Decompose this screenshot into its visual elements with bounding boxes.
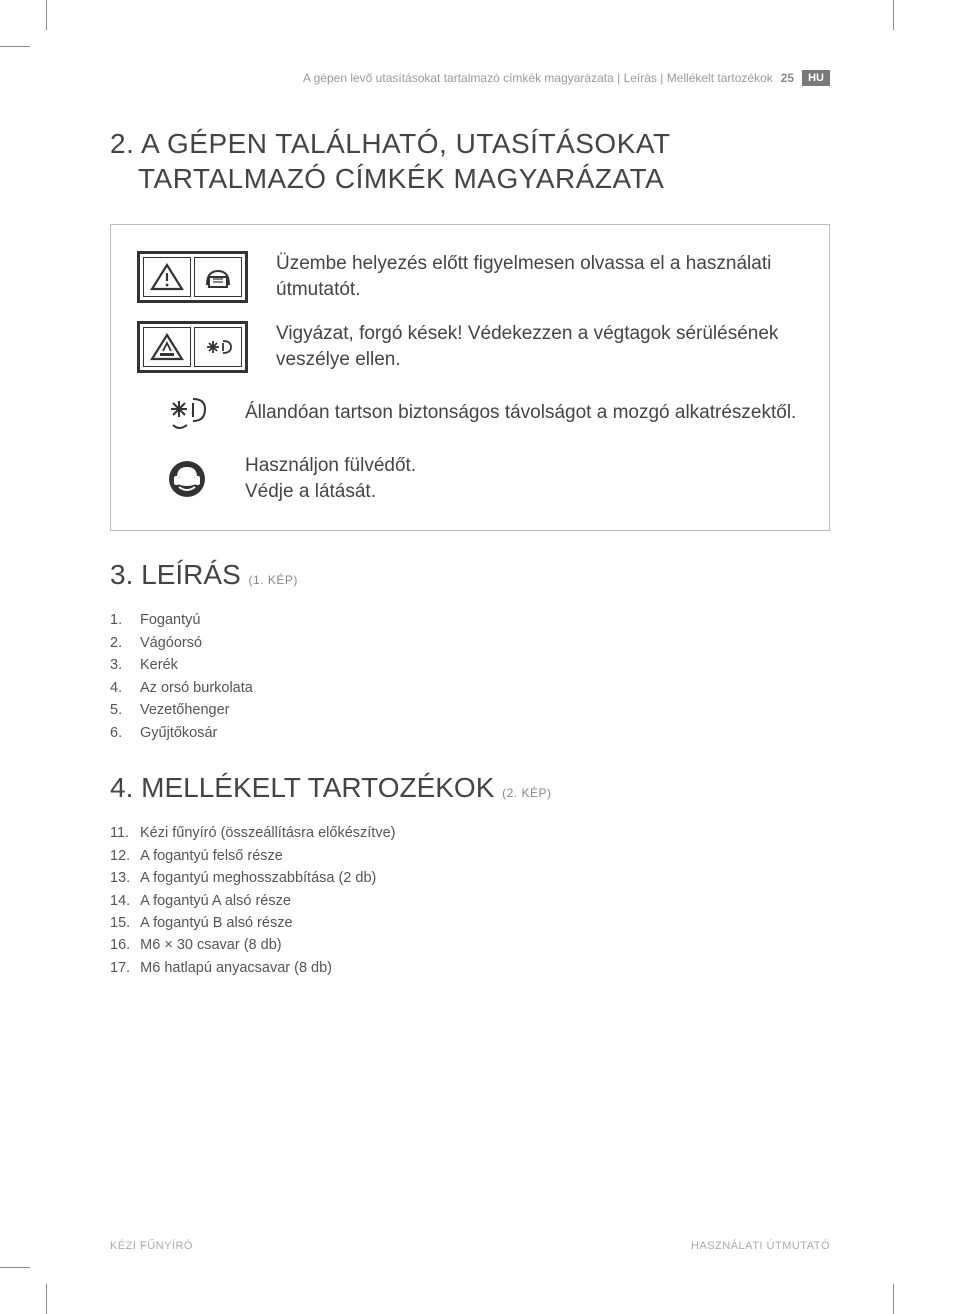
breadcrumb: A gépen levő utasításokat tartalmazó cím… xyxy=(303,71,773,85)
label-text: Vigyázat, forgó kések! Védekezzen a végt… xyxy=(276,321,803,372)
label-row: Állandóan tartson biztonságos távolságot… xyxy=(137,391,803,435)
list-item: 1.Fogantyú xyxy=(110,609,830,631)
label-text: Használjon fülvédőt. Védje a látását. xyxy=(245,453,803,504)
blades-distance-icon xyxy=(157,391,217,435)
page-number: 25 xyxy=(781,71,794,85)
warning-manual-icon xyxy=(137,251,248,303)
page-content: A gépen levő utasításokat tartalmazó cím… xyxy=(50,50,890,1264)
section-4-title: 4. MELLÉKELT TARTOZÉKOK (2. KÉP) xyxy=(110,772,830,804)
list-item: 11.Kézi fűnyíró (összeállításra előkészí… xyxy=(110,822,830,844)
list-item: 5.Vezetőhenger xyxy=(110,699,830,721)
ear-eye-protection-icon xyxy=(157,457,217,501)
page-header: A gépen levő utasításokat tartalmazó cím… xyxy=(110,70,830,86)
list-item: 4.Az orsó burkolata xyxy=(110,677,830,699)
list-item: 6.Gyűjtőkosár xyxy=(110,722,830,744)
footer-right: HASZNÁLATI ÚTMUTATÓ xyxy=(691,1240,830,1252)
list-item: 15.A fogantyú B alsó része xyxy=(110,912,830,934)
warning-blades-icon xyxy=(137,321,248,373)
list-item: 2.Vágóorsó xyxy=(110,632,830,654)
label-row: Használjon fülvédőt. Védje a látását. xyxy=(137,453,803,504)
label-text: Állandóan tartson biztonságos távolságot… xyxy=(245,400,803,426)
description-list: 1.Fogantyú2.Vágóorsó3.Kerék4.Az orsó bur… xyxy=(110,609,830,744)
section-2-title: 2. A GÉPEN TALÁLHATÓ, UTASÍTÁSOKAT TARTA… xyxy=(110,126,830,196)
section-3-title: 3. LEÍRÁS (1. KÉP) xyxy=(110,559,830,591)
list-item: 17.M6 hatlapú anyacsavar (8 db) xyxy=(110,957,830,979)
list-item: 3.Kerék xyxy=(110,654,830,676)
list-item: 13.A fogantyú meghosszabbítása (2 db) xyxy=(110,867,830,889)
list-item: 16.M6 × 30 csavar (8 db) xyxy=(110,934,830,956)
label-text: Üzembe helyezés előtt figyelmesen olvass… xyxy=(276,251,803,302)
list-item: 12.A fogantyú felső része xyxy=(110,845,830,867)
language-badge: HU xyxy=(802,70,830,86)
footer-left: KÉZI FŰNYÍRÓ xyxy=(110,1240,193,1252)
list-item: 14.A fogantyú A alsó része xyxy=(110,890,830,912)
safety-labels-box: Üzembe helyezés előtt figyelmesen olvass… xyxy=(110,224,830,531)
page-footer: KÉZI FŰNYÍRÓ HASZNÁLATI ÚTMUTATÓ xyxy=(110,1236,830,1252)
label-row: Vigyázat, forgó kések! Védekezzen a végt… xyxy=(137,321,803,373)
accessories-list: 11.Kézi fűnyíró (összeállításra előkészí… xyxy=(110,822,830,979)
label-row: Üzembe helyezés előtt figyelmesen olvass… xyxy=(137,251,803,303)
